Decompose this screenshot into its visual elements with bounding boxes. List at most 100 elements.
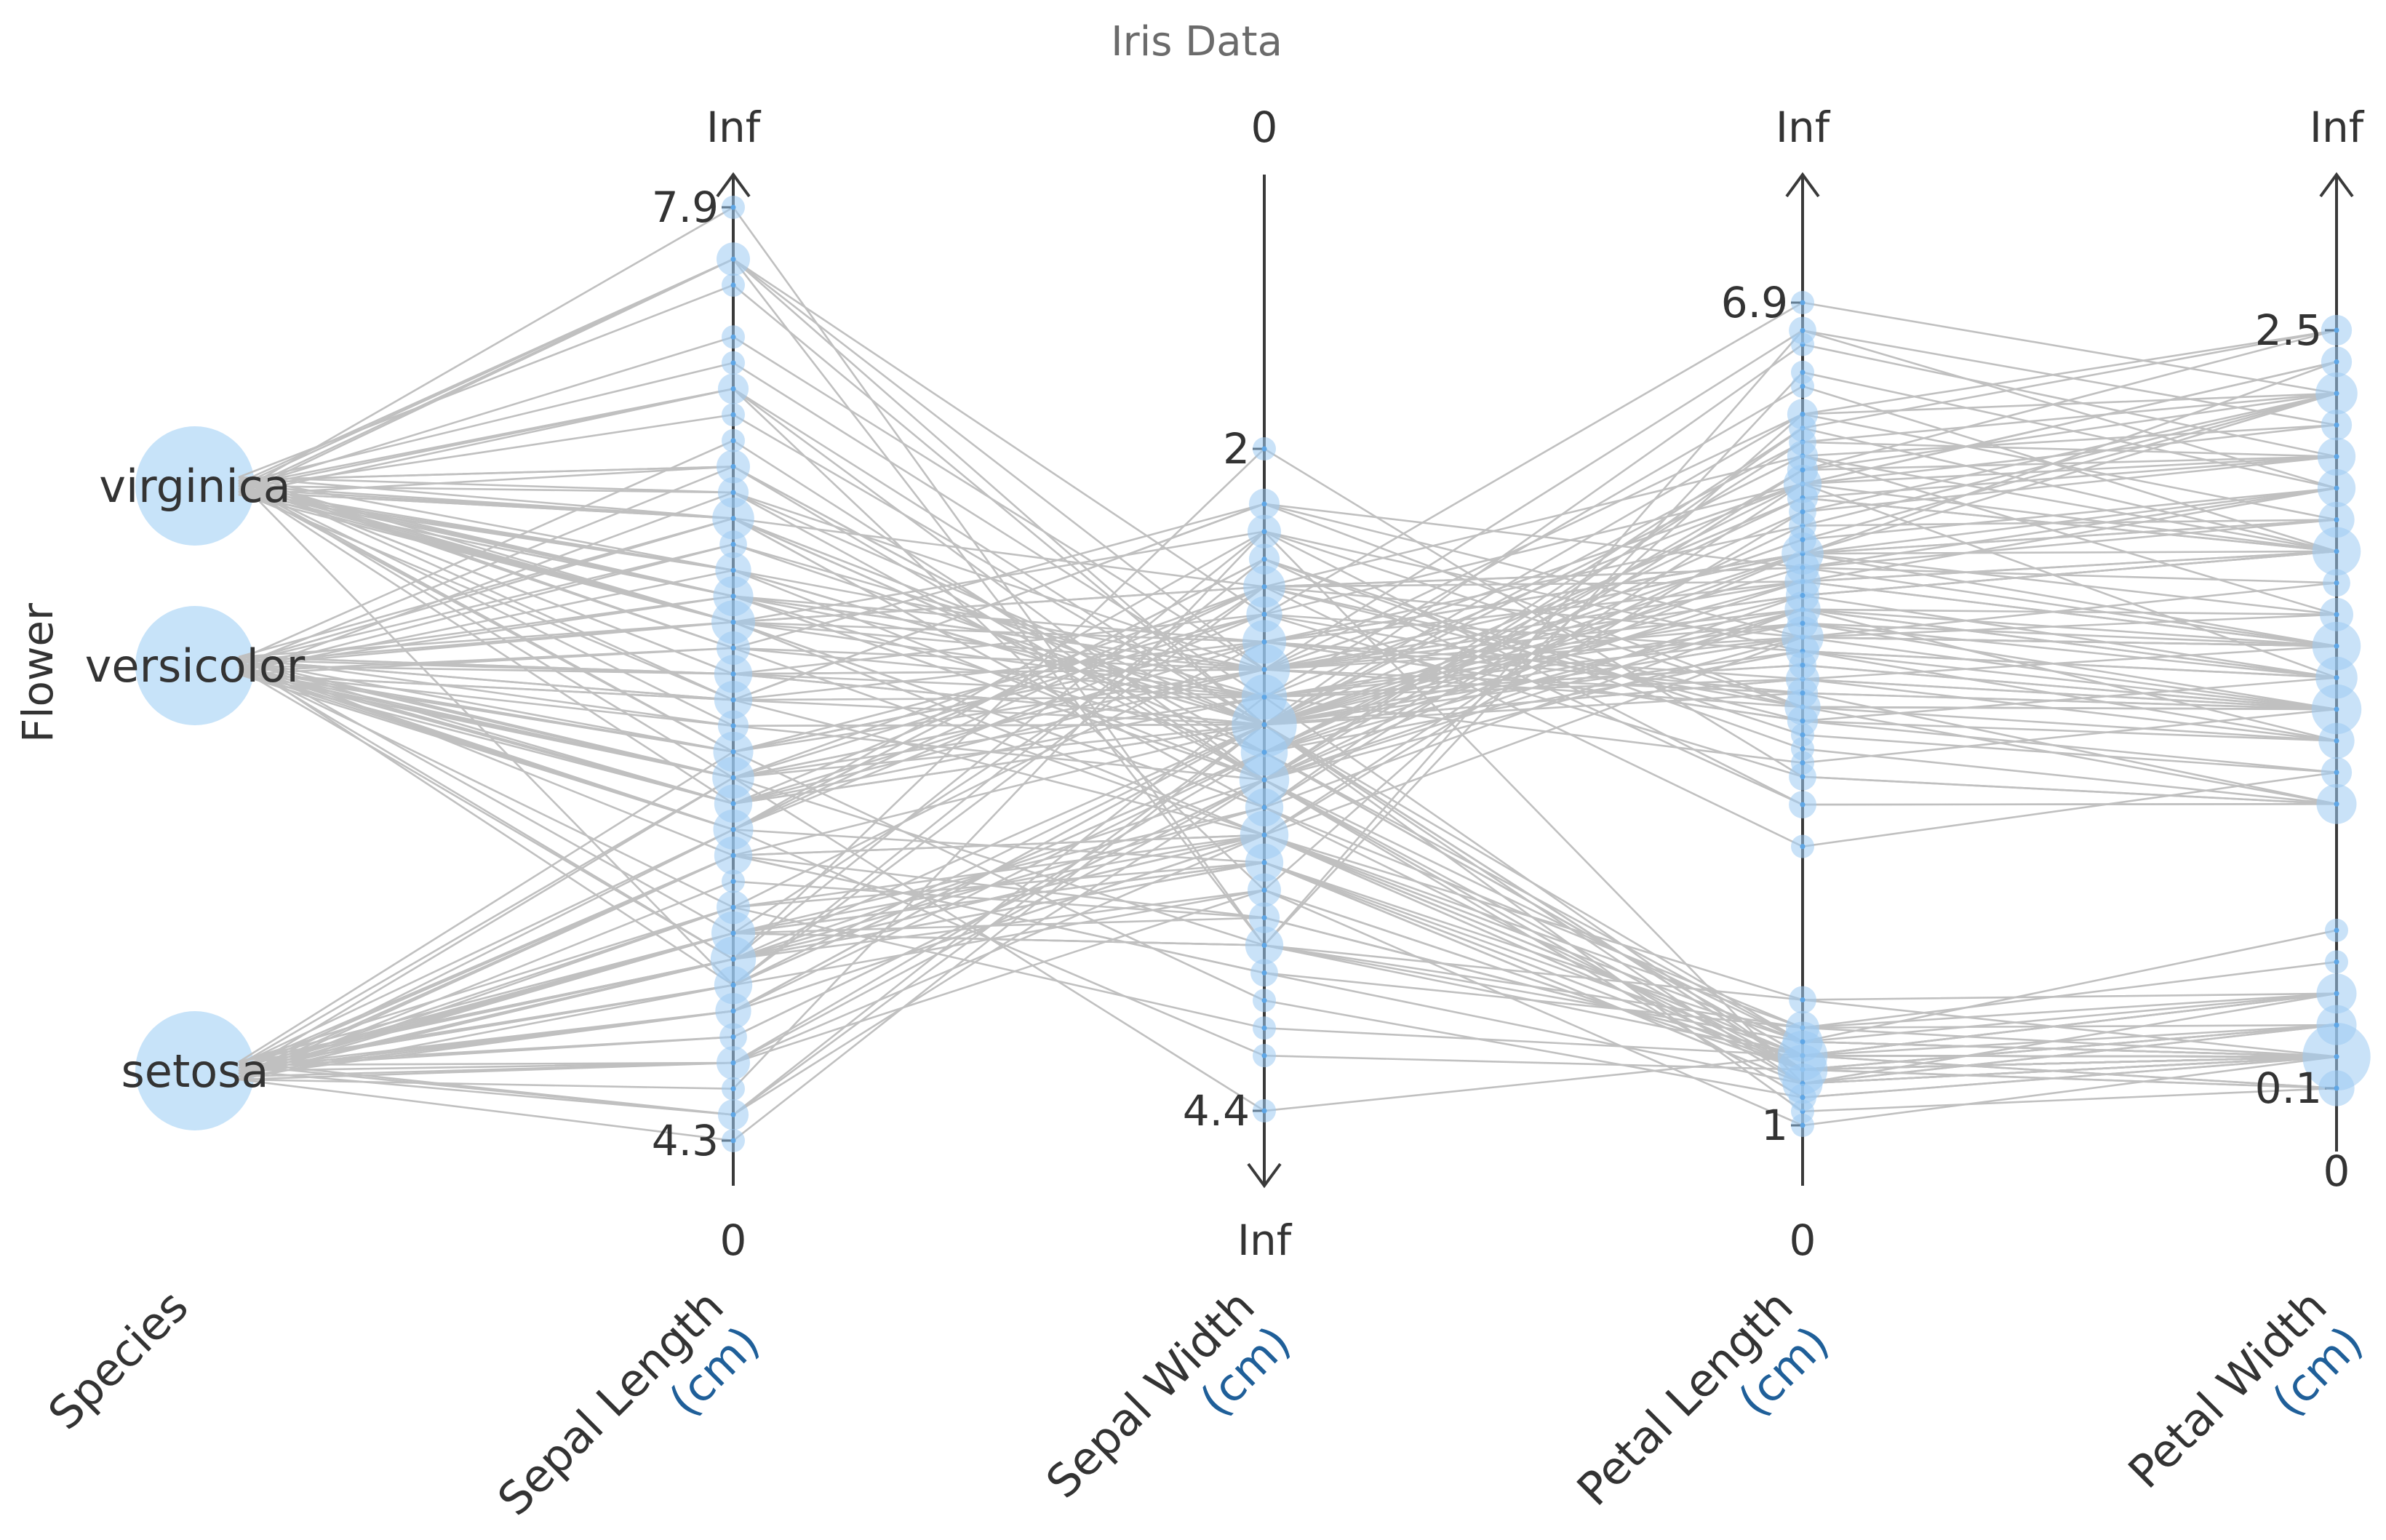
value-point-petal-width <box>2334 643 2339 649</box>
value-point-sepal-length <box>730 826 736 832</box>
value-point-petal-length <box>1800 802 1806 807</box>
record-line-virginica <box>238 258 2337 616</box>
axis-top-label-sepal-width: 0 <box>1251 103 1278 152</box>
value-point-petal-width <box>2334 991 2339 997</box>
value-point-petal-length <box>1800 300 1806 306</box>
axis-name-group-petal-length: Petal Length(cm) <box>1567 1280 1839 1516</box>
tick-label-petal-length: 6.9 <box>1721 278 1788 327</box>
value-point-petal-length <box>1800 537 1806 543</box>
value-point-sepal-length <box>730 516 736 522</box>
value-point-sepal-width <box>1261 749 1267 755</box>
record-line-setosa <box>238 778 2337 1098</box>
tick-label-sepal-width: 4.4 <box>1183 1086 1250 1136</box>
tick-label-sepal-length: 4.3 <box>652 1116 719 1165</box>
axis-top-label-petal-length: Inf <box>1776 103 1831 152</box>
value-point-sepal-length <box>730 256 736 262</box>
value-point-sepal-length <box>730 1138 736 1144</box>
value-point-petal-width <box>2334 738 2339 743</box>
tick-label-sepal-length: 7.9 <box>652 183 719 232</box>
value-point-sepal-length <box>730 930 736 936</box>
value-point-petal-width <box>2334 612 2339 618</box>
value-point-sepal-length <box>730 801 736 807</box>
value-point-sepal-width <box>1261 915 1267 921</box>
value-point-petal-length <box>1800 760 1806 766</box>
value-point-sepal-length <box>730 594 736 599</box>
record-line-setosa <box>238 776 2337 1112</box>
axis-top-label-petal-width: Inf <box>2310 103 2365 152</box>
category-node-virginica <box>135 426 255 546</box>
value-point-sepal-length <box>730 438 736 444</box>
category-node-setosa <box>135 1011 255 1130</box>
value-point-petal-width <box>2334 359 2339 364</box>
axis-bottom-label-petal-width: 0 <box>2323 1146 2350 1196</box>
value-point-sepal-length <box>730 567 736 573</box>
value-point-petal-width <box>2334 1022 2339 1028</box>
tick-label-petal-width: 2.5 <box>2255 306 2322 355</box>
value-point-petal-width <box>2334 517 2339 522</box>
axis-arrow-up-petal-width <box>2319 172 2354 198</box>
tick-label-petal-length: 1 <box>1761 1101 1788 1150</box>
value-point-sepal-width <box>1261 860 1267 866</box>
value-point-sepal-length <box>730 541 736 547</box>
value-point-petal-width <box>2334 422 2339 428</box>
value-point-petal-length <box>1800 746 1806 751</box>
value-point-sepal-width <box>1261 584 1267 590</box>
axis-bottom-label-sepal-length: 0 <box>720 1216 747 1265</box>
value-point-petal-length <box>1800 997 1806 1002</box>
value-point-petal-length <box>1800 662 1806 668</box>
value-point-sepal-length <box>730 904 736 910</box>
points-layer <box>710 196 2371 1152</box>
value-point-sepal-length <box>730 1086 736 1092</box>
value-point-sepal-width <box>1261 887 1267 893</box>
value-point-sepal-width <box>1261 666 1267 672</box>
value-point-sepal-width <box>1261 777 1267 783</box>
value-point-petal-length <box>1800 1122 1806 1128</box>
value-point-sepal-width <box>1261 529 1267 535</box>
value-point-sepal-length <box>730 775 736 781</box>
y-axis-label: Flower <box>13 603 63 743</box>
value-point-sepal-width <box>1261 943 1267 948</box>
polylines-layer <box>135 206 2337 1142</box>
value-point-petal-width <box>2334 454 2339 460</box>
value-point-sepal-width <box>1261 612 1267 617</box>
value-point-sepal-width <box>1261 446 1267 452</box>
value-point-petal-length <box>1800 467 1806 473</box>
value-point-sepal-length <box>730 1008 736 1014</box>
chart-title: Iris Data <box>1111 18 1282 65</box>
record-line-setosa <box>238 861 2337 1071</box>
record-line-setosa <box>238 778 2337 1085</box>
value-point-sepal-length <box>730 749 736 754</box>
value-point-sepal-length <box>730 360 736 366</box>
axis-top-label-sepal-length: Inf <box>706 103 762 152</box>
value-point-sepal-width <box>1261 1025 1267 1031</box>
axis-bottom-label-sepal-width: Inf <box>1237 1216 1293 1265</box>
value-point-sepal-width <box>1261 501 1267 507</box>
value-point-sepal-length <box>730 853 736 858</box>
value-point-petal-length <box>1800 718 1806 724</box>
category-node-versicolor <box>135 606 255 725</box>
tick-label-petal-width: 0.1 <box>2255 1064 2322 1113</box>
value-point-petal-width <box>2334 485 2339 491</box>
value-point-petal-width <box>2334 1085 2339 1091</box>
value-point-sepal-length <box>730 619 736 625</box>
value-point-sepal-width <box>1261 694 1267 700</box>
value-point-sepal-length <box>730 334 736 340</box>
value-point-petal-length <box>1800 370 1806 375</box>
value-point-petal-length <box>1800 690 1806 696</box>
axis-bottom-label-petal-length: 0 <box>1790 1216 1816 1265</box>
value-point-sepal-length <box>730 204 736 210</box>
value-point-sepal-length <box>730 645 736 651</box>
axis-name-group-petal-width: Petal Width(cm) <box>2118 1280 2374 1499</box>
axis-name-species: Species <box>38 1280 198 1440</box>
value-point-petal-width <box>2334 327 2339 333</box>
value-point-petal-length <box>1800 844 1806 850</box>
value-point-sepal-length <box>730 957 736 962</box>
value-point-sepal-length <box>730 463 736 469</box>
axis-arrow-up-sepal-length <box>716 172 751 198</box>
value-point-petal-width <box>2334 959 2339 965</box>
value-point-petal-length <box>1800 1095 1806 1101</box>
value-point-petal-width <box>2334 1054 2339 1060</box>
value-point-sepal-length <box>730 386 736 391</box>
category-label-virginica: virginica <box>99 460 291 513</box>
